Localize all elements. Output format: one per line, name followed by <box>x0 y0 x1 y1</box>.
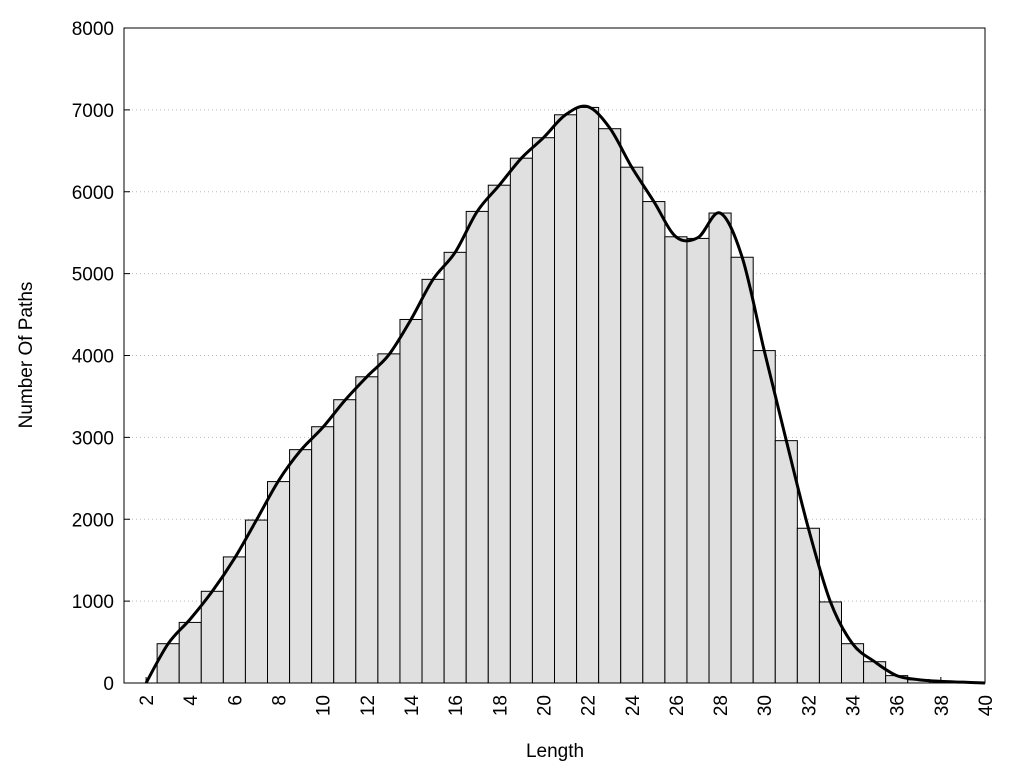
bar <box>664 236 688 684</box>
x-tick-label: 20 <box>534 695 555 716</box>
x-tick-label: 2 <box>137 695 158 706</box>
y-axis-label: Number Of Paths <box>16 282 37 429</box>
bar <box>267 481 291 684</box>
x-tick-label: 6 <box>225 695 246 706</box>
bar <box>730 256 754 684</box>
y-tick-label: 8000 <box>72 19 114 40</box>
bar <box>576 106 600 684</box>
x-tick-label: 32 <box>799 695 820 716</box>
bar <box>222 556 246 684</box>
bar <box>598 128 622 684</box>
bar <box>686 237 710 684</box>
bar <box>244 519 269 684</box>
x-tick-label: 16 <box>446 695 467 716</box>
bar <box>708 212 732 684</box>
y-tick-label: 4000 <box>72 347 114 368</box>
x-tick-label: 18 <box>490 695 511 716</box>
plot-frame <box>123 27 986 684</box>
bar <box>399 318 423 684</box>
bar <box>333 399 357 684</box>
bar <box>642 201 666 684</box>
y-tick-label: 6000 <box>72 183 114 204</box>
bar <box>752 350 776 684</box>
y-tick-label: 0 <box>103 674 114 695</box>
bar <box>311 426 335 684</box>
x-tick-label: 26 <box>667 695 688 716</box>
y-tick-label: 5000 <box>72 265 114 286</box>
bar <box>421 278 445 684</box>
bar <box>487 184 511 684</box>
bar <box>156 643 180 684</box>
curve <box>144 104 986 685</box>
bar <box>818 601 843 684</box>
x-tick-label: 4 <box>181 695 202 706</box>
bar <box>841 643 865 684</box>
x-tick-label: 36 <box>888 695 909 716</box>
bar <box>178 621 202 684</box>
y-tick-label: 7000 <box>72 101 114 122</box>
x-tick-label: 40 <box>976 695 997 716</box>
x-tick-label: 22 <box>579 695 600 716</box>
x-tick-label: 10 <box>314 695 335 716</box>
bar <box>355 376 379 684</box>
bar <box>465 210 489 684</box>
y-tick-label: 2000 <box>72 510 114 531</box>
bar <box>443 251 467 684</box>
bar <box>620 166 644 684</box>
x-tick-label: 14 <box>402 695 423 717</box>
bar <box>200 590 224 684</box>
bar <box>554 114 578 684</box>
x-tick-label: 28 <box>711 695 732 716</box>
bar <box>377 353 401 684</box>
x-tick-label: 30 <box>755 695 776 716</box>
bar <box>509 157 533 684</box>
x-tick-label: 34 <box>844 695 865 717</box>
x-tick-label: 12 <box>358 695 379 716</box>
y-tick-label: 1000 <box>72 592 114 613</box>
x-tick-label: 38 <box>932 695 953 716</box>
x-axis-label: Length <box>526 741 584 762</box>
x-tick-label: 24 <box>623 695 644 717</box>
y-tick-label: 3000 <box>72 428 114 449</box>
bar <box>863 661 887 684</box>
bar <box>531 137 556 684</box>
bar <box>289 449 313 684</box>
x-tick-label: 8 <box>270 695 291 706</box>
